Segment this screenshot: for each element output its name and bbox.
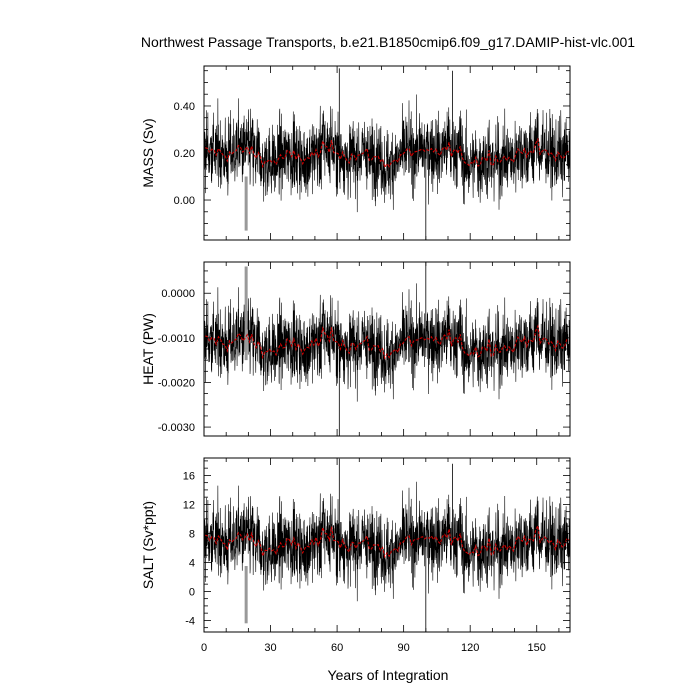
annual-mean-line xyxy=(204,324,570,360)
y-tick-label: -0.0020 xyxy=(158,377,195,389)
x-tick-label: 150 xyxy=(528,642,546,654)
y-axis-title: HEAT (PW) xyxy=(140,313,156,385)
y-tick-label: -0.0010 xyxy=(158,333,195,345)
panel-heat: 0.0000 -0.0010 -0.0020 -0.0030 HEAT (PW) xyxy=(140,261,571,437)
chart-title: Northwest Passage Transports, b.e21.B185… xyxy=(141,34,635,50)
x-tick-label: 30 xyxy=(264,642,276,654)
annual-mean-line xyxy=(204,523,570,559)
x-tick-label: 0 xyxy=(201,642,207,654)
y-tick-label: -4 xyxy=(185,615,195,627)
y-axis-title: SALT (Sv*ppt) xyxy=(140,501,156,589)
y-tick-label: 0.0000 xyxy=(161,288,195,300)
y-tick-label: 0.20 xyxy=(174,148,195,160)
y-axis-title: MASS (Sv) xyxy=(140,118,156,187)
y-tick-label: -0.0030 xyxy=(158,422,195,434)
y-tick-label: 4 xyxy=(189,557,195,569)
x-axis-title: Years of Integration xyxy=(328,667,449,683)
y-tick-label: 0.40 xyxy=(174,101,195,113)
annual-mean-line xyxy=(204,137,570,169)
panels-group: 0.40 0.20 0.00 MASS (Sv) 0.0000 -0.0010 -0.002… xyxy=(140,65,571,654)
y-tick-label: 8 xyxy=(189,528,195,540)
monthly-series-line xyxy=(204,94,570,213)
panel-frame xyxy=(203,457,571,633)
monthly-series-line xyxy=(204,283,570,402)
panel-mass: 0.40 0.20 0.00 MASS (Sv) xyxy=(140,65,571,241)
x-tick-label: 90 xyxy=(398,642,410,654)
x-tick-label: 120 xyxy=(461,642,479,654)
y-tick-label: 12 xyxy=(183,499,195,511)
y-tick-label: 0.00 xyxy=(174,195,195,207)
monthly-series-line xyxy=(204,481,570,602)
x-tick-labels: 0 30 60 90 120 150 xyxy=(201,642,546,654)
x-tick-label: 60 xyxy=(331,642,343,654)
y-tick-label: 0 xyxy=(189,586,195,598)
y-tick-label: 16 xyxy=(183,470,195,482)
panel-salt: 16 12 8 4 0 -4 SALT (Sv*ppt) xyxy=(140,457,571,633)
